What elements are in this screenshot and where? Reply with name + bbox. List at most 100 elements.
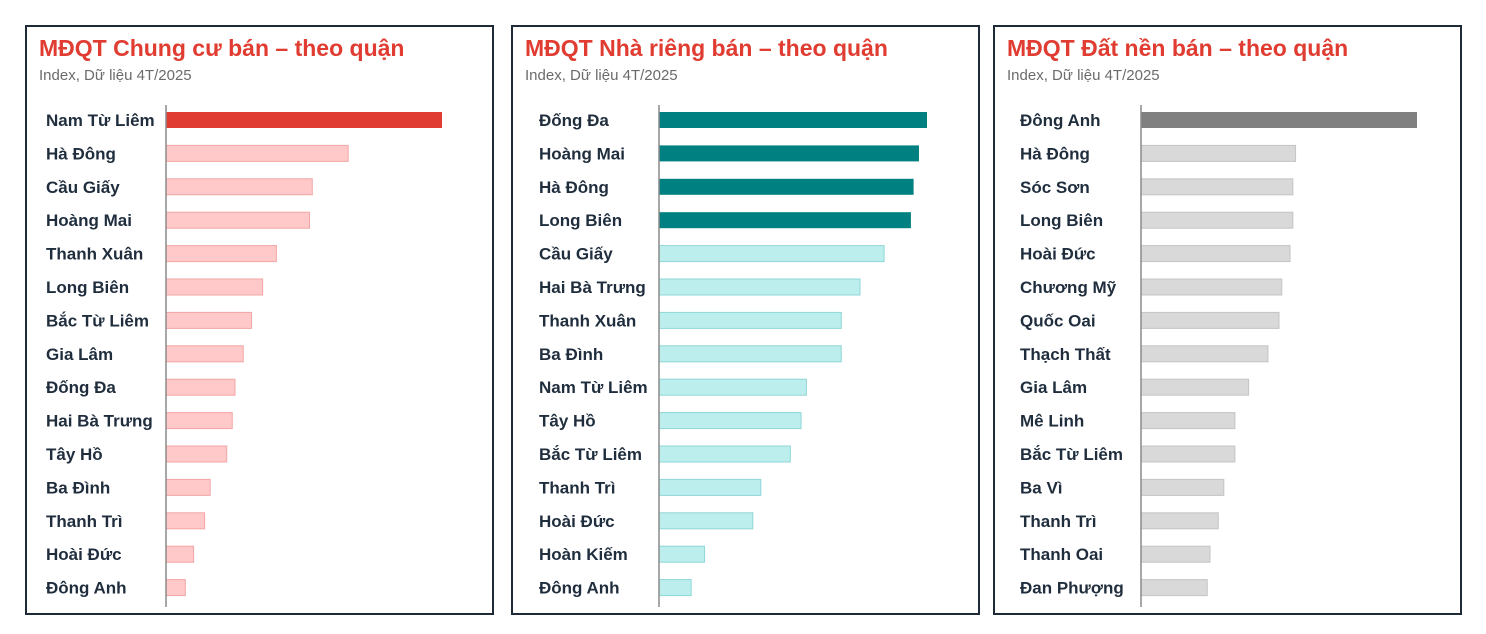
category-label: Mê Linh [1020, 412, 1084, 431]
category-label: Long Biên [539, 211, 622, 230]
category-label: Hai Bà Trưng [46, 412, 153, 431]
chart-panel-land: MĐQT Đất nền bán – theo quận Index, Dữ l… [993, 25, 1462, 615]
category-label: Gia Lâm [1020, 378, 1087, 397]
category-label: Hoàng Mai [46, 211, 132, 230]
bar [658, 579, 692, 597]
category-label: Nam Từ Liêm [539, 378, 648, 397]
bar [658, 545, 706, 563]
bar [165, 545, 195, 563]
chart-subtitle: Index, Dữ liệu 4T/2025 [39, 67, 192, 84]
bar [658, 478, 762, 496]
bar [165, 579, 186, 597]
bar [165, 278, 264, 296]
chart-title: MĐQT Chung cư bán – theo quận [39, 35, 405, 61]
category-label: Long Biên [46, 278, 129, 297]
bar [165, 512, 206, 530]
bar [1140, 412, 1236, 430]
category-label: Ba Đình [539, 345, 603, 364]
category-label: Hoài Đức [46, 545, 122, 564]
chart-panel-house: MĐQT Nhà riêng bán – theo quận Index, Dữ… [511, 25, 980, 615]
chart-title: MĐQT Đất nền bán – theo quận [1007, 35, 1349, 61]
category-label: Đông Anh [539, 579, 620, 598]
bar [658, 345, 842, 363]
bar [166, 112, 442, 128]
category-label: Thanh Trì [539, 478, 616, 497]
bar [1140, 311, 1280, 329]
bar [1140, 278, 1283, 296]
category-label: Đông Anh [46, 579, 127, 598]
category-label: Cầu Giấy [539, 245, 613, 264]
category-label: Hà Đông [539, 178, 609, 197]
bar [658, 311, 842, 329]
category-label: Thanh Xuân [539, 311, 636, 330]
bar [165, 345, 244, 363]
category-label: Bắc Từ Liêm [1020, 445, 1123, 464]
bar [1140, 579, 1208, 597]
category-label: Ba Vì [1020, 478, 1063, 497]
bar [1141, 112, 1417, 128]
bar-chart-land: Đông Anh Hà Đông Sóc Sơn Long Biên Hoài Đức C… [1020, 105, 1417, 607]
bar [165, 478, 211, 496]
bar [1140, 478, 1225, 496]
category-label: Hà Đông [1020, 144, 1090, 163]
category-label: Cầu Giấy [46, 178, 120, 197]
category-label: Bắc Từ Liêm [46, 311, 149, 330]
category-label: Thanh Trì [1020, 512, 1097, 531]
category-label: Chương Mỹ [1020, 278, 1117, 297]
bar [1140, 211, 1294, 229]
bar [659, 112, 927, 128]
bar [165, 211, 311, 229]
category-label: Đan Phượng [1020, 579, 1124, 598]
bar [1140, 345, 1269, 363]
bar [165, 245, 277, 263]
category-label: Sóc Sơn [1020, 178, 1090, 197]
bar [165, 311, 253, 329]
category-label: Thạch Thất [1020, 345, 1111, 364]
category-label: Nam Từ Liêm [46, 111, 155, 130]
bar [658, 278, 861, 296]
bar [165, 412, 233, 430]
bar [1140, 144, 1297, 162]
category-label: Hà Đông [46, 144, 116, 163]
bar [1140, 378, 1250, 396]
bar [659, 178, 914, 195]
category-label: Hoài Đức [539, 512, 615, 531]
category-label: Thanh Trì [46, 512, 123, 531]
category-label: Hai Bà Trưng [539, 278, 646, 297]
bar [165, 445, 228, 463]
bar [1140, 545, 1211, 563]
bar [658, 412, 802, 430]
bar [165, 178, 313, 196]
bar [659, 145, 919, 162]
category-label: Thanh Xuân [46, 245, 143, 264]
category-label: Thanh Oai [1020, 545, 1103, 564]
category-label: Quốc Oai [1020, 311, 1096, 330]
bar [658, 512, 754, 530]
category-label: Đông Anh [1020, 111, 1101, 130]
bar [165, 144, 349, 162]
bar [658, 245, 885, 263]
bar [165, 378, 236, 396]
category-label: Hoàng Mai [539, 144, 625, 163]
bar [658, 445, 791, 463]
bar [1140, 512, 1219, 530]
category-label: Gia Lâm [46, 345, 113, 364]
category-label: Tây Hồ [46, 445, 103, 464]
bar [659, 212, 911, 229]
bar [1140, 178, 1294, 196]
category-label: Đống Đa [46, 378, 116, 397]
bar-chart-apartment: Nam Từ Liêm Hà Đông Cầu Giấy Hoàng Mai Thanh… [46, 105, 442, 607]
category-label: Hoài Đức [1020, 245, 1096, 264]
category-label: Hoàn Kiếm [539, 545, 628, 564]
bar-chart-house: Đống Đa Hoàng Mai Hà Đông Long Biên Cầu Giấy… [539, 105, 927, 607]
chart-panel-apartment: MĐQT Chung cư bán – theo quận Index, Dữ … [25, 25, 494, 615]
category-label: Đống Đa [539, 111, 609, 130]
chart-subtitle: Index, Dữ liệu 4T/2025 [525, 67, 678, 84]
category-label: Long Biên [1020, 211, 1103, 230]
bar [658, 378, 807, 396]
bar [1140, 445, 1236, 463]
category-label: Bắc Từ Liêm [539, 445, 642, 464]
chart-subtitle: Index, Dữ liệu 4T/2025 [1007, 67, 1160, 84]
bar [1140, 245, 1291, 263]
category-label: Ba Đình [46, 478, 110, 497]
